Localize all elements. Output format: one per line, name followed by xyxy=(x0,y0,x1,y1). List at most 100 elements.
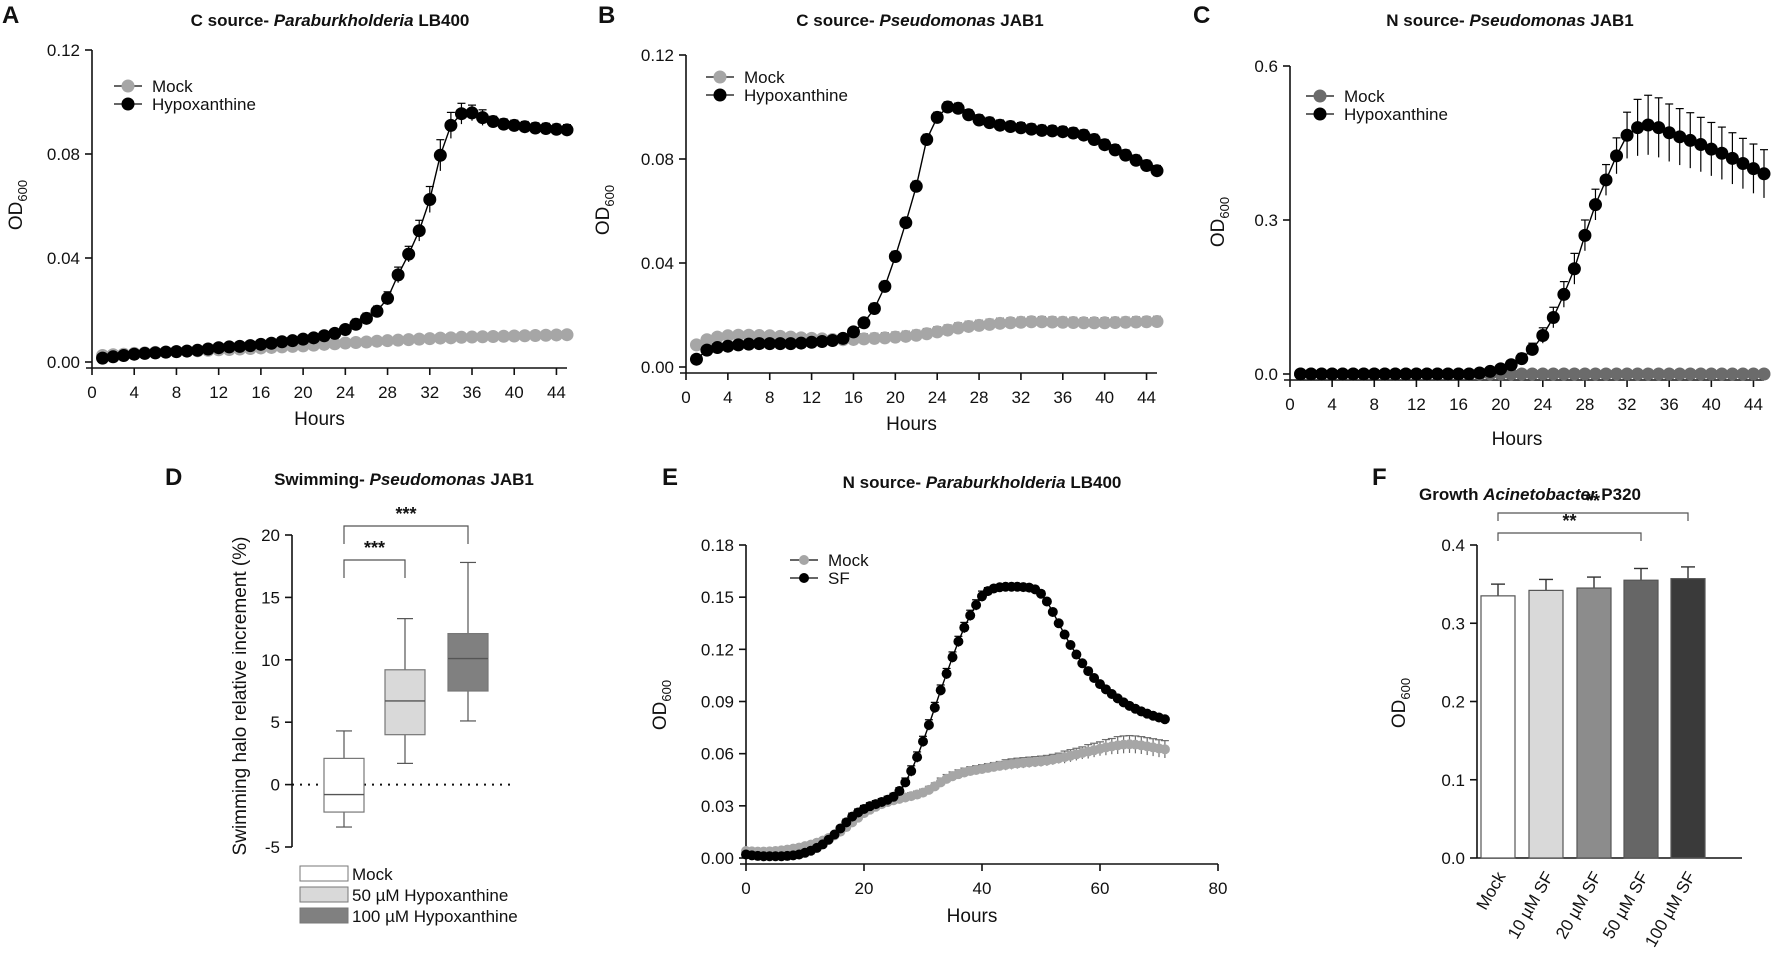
panel-title-d: Swimming- Pseudomonas JAB1 xyxy=(274,470,534,489)
data-point xyxy=(370,334,384,348)
data-point xyxy=(1087,133,1101,146)
data-point xyxy=(1757,367,1771,381)
data-point xyxy=(784,337,798,351)
data-point xyxy=(1746,367,1760,381)
data-point xyxy=(1024,122,1038,136)
significance-bracket xyxy=(343,525,469,544)
y-tick-label: 0.6 xyxy=(1254,57,1278,76)
data-point xyxy=(1725,367,1739,381)
data-point xyxy=(1641,367,1655,381)
data-point xyxy=(1035,315,1049,329)
data-point xyxy=(549,122,563,136)
x-tick-label: 8 xyxy=(172,383,181,402)
y-tick-label: 0.2 xyxy=(1441,693,1465,712)
data-point xyxy=(742,337,756,351)
x-tick-label: 16 xyxy=(1449,395,1468,414)
data-point xyxy=(528,328,542,342)
data-point xyxy=(1108,143,1122,157)
data-point xyxy=(1746,162,1760,176)
data-point xyxy=(1041,596,1052,607)
data-point xyxy=(127,347,141,361)
panel-title-e: N source- Paraburkholderia LB400 xyxy=(843,473,1122,492)
data-point xyxy=(1704,367,1718,381)
data-point xyxy=(1610,149,1624,163)
x-tick-label: 16 xyxy=(844,388,863,407)
data-point xyxy=(1462,367,1476,381)
data-point xyxy=(349,317,363,331)
y-axis-label-a-main: OD xyxy=(6,202,27,231)
title-e-prefix: N source- xyxy=(843,473,926,492)
data-point xyxy=(1129,153,1143,167)
data-point xyxy=(1694,138,1708,152)
title-f-prefix: Growth xyxy=(1419,485,1483,504)
y-axis-label-b-subscript: 600 xyxy=(602,185,617,207)
data-point xyxy=(1652,367,1666,381)
data-point xyxy=(1083,666,1094,677)
x-tick-label: 28 xyxy=(1575,395,1594,414)
data-point xyxy=(1159,744,1170,755)
data-point xyxy=(1704,142,1718,156)
data-point xyxy=(1056,315,1070,329)
y-tick-label: 0.18 xyxy=(701,536,734,555)
data-point xyxy=(878,279,892,293)
significance-label: ** xyxy=(1562,511,1576,531)
legend-marker xyxy=(1313,107,1327,121)
data-point xyxy=(1494,362,1508,376)
data-point xyxy=(1045,124,1059,138)
data-point xyxy=(1452,367,1466,381)
data-point xyxy=(1641,118,1655,132)
x-tick-label: 0 xyxy=(87,383,96,402)
significance-label: *** xyxy=(364,538,385,558)
data-point xyxy=(560,123,574,137)
data-point xyxy=(1056,125,1070,139)
data-point xyxy=(763,337,777,351)
data-point xyxy=(752,337,766,351)
x-tick-label: Mock xyxy=(1473,868,1510,913)
data-point xyxy=(1346,367,1360,381)
y-tick-label: 0.08 xyxy=(47,145,80,164)
x-tick-label: 24 xyxy=(928,388,947,407)
data-point xyxy=(1420,367,1434,381)
data-point xyxy=(899,329,913,343)
data-point xyxy=(805,335,819,349)
title-a-suffix: LB400 xyxy=(414,11,470,30)
bar-1: Mock xyxy=(1473,583,1516,913)
y-axis-label-b-main: OD xyxy=(593,207,614,236)
data-point xyxy=(159,345,173,359)
y-tick-label: 10 xyxy=(261,651,280,670)
data-point xyxy=(1399,367,1413,381)
y-axis-label-c-subscript: 600 xyxy=(1217,197,1232,219)
data-point xyxy=(1409,367,1423,381)
data-point xyxy=(1294,367,1308,381)
plot-c: 0.0 0.3 0.6 0 4 8 12 16 20 24 28 32 36 40 44 Hours MockH… xyxy=(1254,57,1771,450)
data-point xyxy=(191,343,205,357)
data-point xyxy=(867,331,881,345)
bar xyxy=(1528,589,1564,859)
x-tick-label: 44 xyxy=(1137,388,1156,407)
data-point xyxy=(328,326,342,340)
data-point xyxy=(1515,367,1529,381)
y-axis-label-c: OD600 xyxy=(1208,197,1232,247)
data-point xyxy=(1567,367,1581,381)
data-point xyxy=(243,339,257,353)
x-tick-label: 20 xyxy=(1491,395,1510,414)
bar xyxy=(1623,579,1659,859)
data-point xyxy=(710,330,724,344)
data-point xyxy=(402,247,416,261)
y-tick-label: -5 xyxy=(265,838,280,857)
data-point xyxy=(518,120,532,134)
legend-marker xyxy=(1313,89,1327,103)
y-tick-label: 0.3 xyxy=(1441,614,1465,633)
bar xyxy=(1576,587,1612,859)
data-point xyxy=(349,336,363,349)
data-point xyxy=(1066,316,1080,330)
data-point xyxy=(929,702,940,713)
data-point xyxy=(286,334,300,348)
y-tick-label: 15 xyxy=(261,588,280,607)
data-point xyxy=(539,328,553,342)
data-point xyxy=(941,323,955,337)
data-point xyxy=(900,777,911,788)
data-point xyxy=(1045,315,1059,329)
